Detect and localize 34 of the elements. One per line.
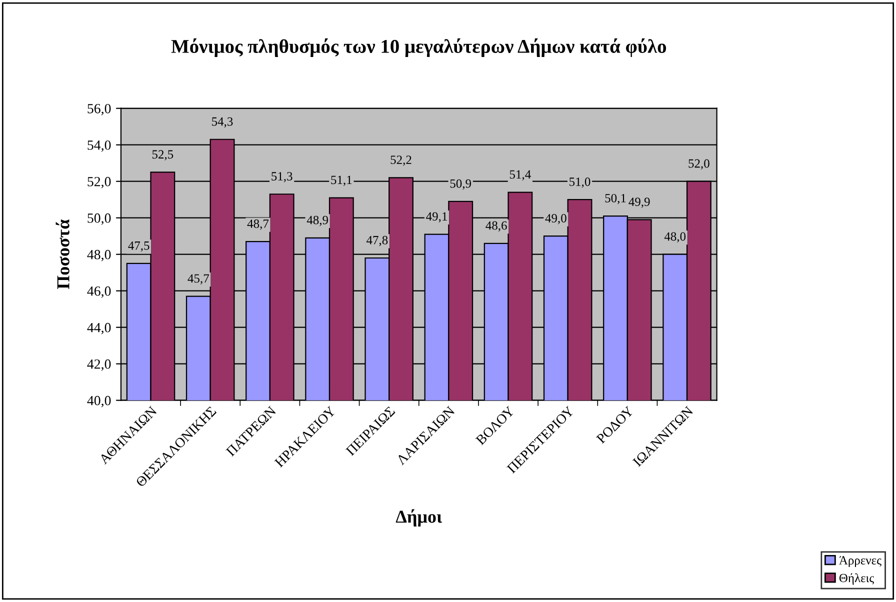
data-label: 54,3 — [212, 117, 233, 128]
y-tick-label: 46,0 — [87, 286, 111, 298]
data-label: 48,9 — [306, 216, 328, 226]
y-axis-title: Ποσοστά — [56, 219, 70, 290]
y-tick-label: 50,0 — [88, 213, 111, 225]
y-tick-label: 52,0 — [88, 176, 111, 188]
data-label: 48,0 — [664, 232, 686, 242]
data-label: 49,9 — [628, 198, 650, 208]
data-label: 51,3 — [272, 172, 292, 182]
data-label: 50,9 — [450, 179, 472, 190]
data-label: 51,4 — [510, 170, 531, 180]
legend-label: Θήλεις — [839, 573, 874, 585]
data-label: 51,0 — [570, 178, 590, 188]
data-label: 49,0 — [545, 214, 566, 224]
data-label: 52,0 — [688, 159, 710, 170]
y-tick-label: 44,0 — [87, 322, 111, 334]
data-label: 52,5 — [152, 150, 174, 160]
data-label: 48,7 — [247, 219, 269, 230]
data-label: 51,1 — [331, 176, 352, 186]
y-tick-label: 40,0 — [87, 396, 111, 408]
legend-label: Άρρενες — [839, 556, 882, 568]
data-label: 48,6 — [486, 221, 507, 232]
x-axis-title: Δήμοι — [396, 509, 442, 526]
data-label: 52,2 — [390, 156, 412, 166]
y-tick-label: 42,0 — [87, 359, 111, 371]
y-tick-label: 56,0 — [88, 104, 111, 116]
data-label: 50,1 — [605, 194, 626, 204]
data-label: 47,8 — [366, 236, 388, 246]
data-label: 45,7 — [188, 274, 209, 284]
chart-title: Μόνιμος πληθυσμός των 10 μεγαλύτερων Δήμων κατά φύλο — [171, 38, 666, 57]
y-tick-label: 48,0 — [87, 250, 111, 262]
data-label: 49,1 — [426, 212, 447, 222]
data-label: 47,5 — [128, 241, 150, 252]
y-tick-label: 54,0 — [88, 140, 111, 152]
